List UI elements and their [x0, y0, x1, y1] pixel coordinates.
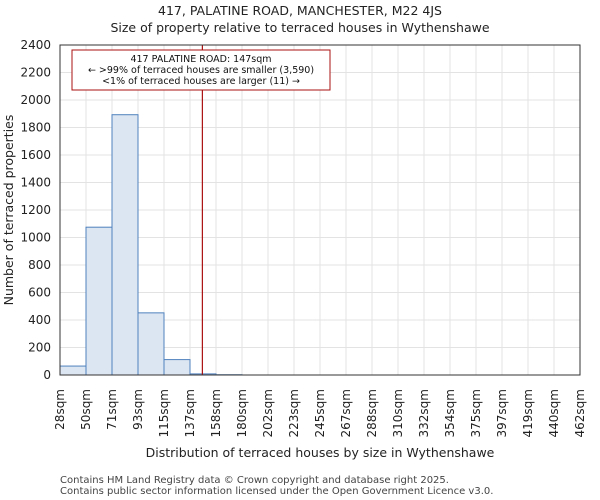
bars — [59, 114, 243, 376]
bar-115sqm — [163, 359, 191, 376]
footer-line1: Contains HM Land Registry data © Crown c… — [60, 475, 449, 486]
x-tick-label-354sqm: 354sqm — [443, 389, 457, 437]
y-tick-label-0: 0 — [43, 368, 51, 382]
x-tick-label-310sqm: 310sqm — [391, 389, 405, 437]
x-tick-label-332sqm: 332sqm — [417, 389, 431, 437]
y-tick-label-7: 1400 — [20, 176, 51, 190]
footer-line2: Contains public sector information licen… — [60, 486, 493, 497]
y-tick-label-4: 800 — [28, 258, 51, 272]
x-tick-label-288sqm: 288sqm — [365, 389, 379, 437]
y-tick-label-1: 200 — [28, 341, 51, 355]
x-tick-label-50sqm: 50sqm — [79, 389, 93, 430]
x-tick-label-419sqm: 419sqm — [521, 389, 535, 437]
y-tick-label-8: 1600 — [20, 148, 51, 162]
x-tick-label-137sqm: 137sqm — [183, 389, 197, 437]
x-axis-label: Distribution of terraced houses by size … — [146, 445, 495, 460]
y-tick-label-9: 1800 — [20, 121, 51, 135]
x-tick-label-397sqm: 397sqm — [495, 389, 509, 437]
x-tick-label-158sqm: 158sqm — [209, 389, 223, 437]
bar-93sqm — [137, 312, 165, 376]
x-tick-label-180sqm: 180sqm — [235, 389, 249, 437]
plot-frame — [59, 44, 581, 376]
chart-title-line2: Size of property relative to terraced ho… — [110, 20, 489, 35]
x-tick-label-375sqm: 375sqm — [469, 389, 483, 437]
y-tick-label-12: 2400 — [20, 38, 51, 52]
x-tick-label-115sqm: 115sqm — [157, 389, 171, 437]
x-tick-label-202sqm: 202sqm — [261, 389, 275, 437]
bar-71sqm — [111, 114, 139, 376]
y-tick-label-6: 1200 — [20, 203, 51, 217]
annotation-line-1: 417 PALATINE ROAD: 147sqm — [130, 54, 271, 65]
x-tick-labels: 28sqm 50sqm 71sqm 93sqm 115sqm 137sqm 158sqm 18… — [53, 389, 587, 437]
x-tick-label-71sqm: 71sqm — [105, 389, 119, 430]
annotation-line-3: <1% of terraced houses are larger (11) → — [102, 76, 300, 87]
x-tick-label-93sqm: 93sqm — [131, 389, 145, 430]
y-tick-label-3: 600 — [28, 286, 51, 300]
x-tick-label-462sqm: 462sqm — [573, 389, 587, 437]
x-tick-label-28sqm: 28sqm — [53, 389, 67, 430]
annotation-line-2: ← >99% of terraced houses are smaller (3… — [88, 65, 314, 76]
y-tick-labels: 0 200 400 600 800 1000 1200 1400 1600 1800 2000 220… — [20, 38, 51, 382]
y-axis-label: Number of terraced properties — [1, 115, 16, 306]
bar-50sqm — [85, 226, 113, 376]
y-tick-label-11: 2200 — [20, 66, 51, 80]
annotation-box — [71, 49, 331, 91]
chart-title-line1: 417, PALATINE ROAD, MANCHESTER, M22 4JS — [158, 3, 442, 18]
y-tick-label-2: 400 — [28, 313, 51, 327]
x-tick-label-223sqm: 223sqm — [287, 389, 301, 437]
property-marker: 417 PALATINE ROAD: 147sqm← >99% of terra… — [71, 45, 331, 375]
x-tick-label-245sqm: 245sqm — [313, 389, 327, 437]
bar-28sqm — [59, 365, 87, 376]
y-tick-label-10: 2000 — [20, 93, 51, 107]
x-tick-label-267sqm: 267sqm — [339, 389, 353, 437]
y-tick-label-5: 1000 — [20, 231, 51, 245]
x-tick-label-440sqm: 440sqm — [547, 389, 561, 437]
